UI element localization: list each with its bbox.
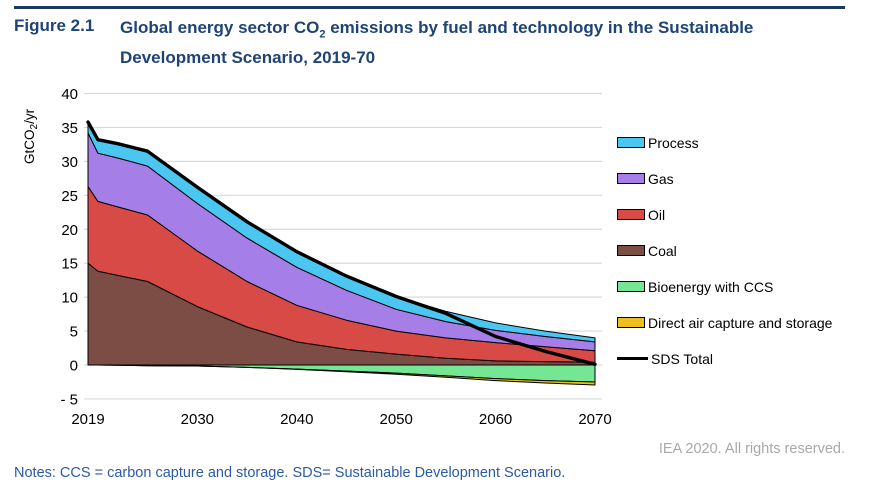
figure-title-line1-post: emissions by fuel and technology in the … — [325, 18, 754, 37]
y-tick-label: 35 — [61, 120, 78, 137]
figure-title-co2-subscript: 2 — [319, 28, 326, 41]
figure-title-line1-pre: Global energy sector CO — [120, 18, 320, 37]
legend-item-gas: Gas — [617, 170, 832, 187]
legend-item-coal: Coal — [617, 242, 832, 259]
x-tick-label: 2060 — [479, 411, 512, 428]
y-axis-title: GtCO2/yr — [22, 108, 40, 164]
legend-label: Direct air capture and storage — [648, 314, 833, 331]
legend-item-sds-total: SDS Total — [617, 350, 832, 367]
legend-label: Coal — [648, 242, 677, 259]
process-swatch-icon — [617, 137, 645, 148]
legend-label: Oil — [648, 206, 666, 223]
chart-legend: Process Gas Oil Coal Bioenergy with CCS … — [617, 134, 832, 367]
x-tick-label: 2030 — [181, 411, 214, 428]
y-tick-label: 30 — [61, 154, 78, 171]
y-tick-label: 5 — [70, 324, 78, 341]
legend-label: Process — [648, 134, 699, 151]
legend-item-process: Process — [617, 134, 832, 151]
legend-item-dac: Direct air capture and storage — [617, 314, 832, 331]
sds-total-line-icon — [617, 356, 648, 361]
legend-label: SDS Total — [651, 350, 713, 367]
y-tick-label: 20 — [61, 222, 78, 239]
legend-item-oil: Oil — [617, 206, 832, 223]
y-tick-label: - 5 — [60, 391, 78, 408]
legend-label: Bioenergy with CCS — [648, 278, 774, 295]
y-tick-label: 0 — [70, 358, 78, 375]
coal-swatch-icon — [617, 245, 645, 256]
legend-label: Gas — [648, 170, 674, 187]
x-tick-label: 2019 — [71, 411, 104, 428]
copyright-credit: IEA 2020. All rights reserved. — [658, 441, 845, 457]
x-tick-label: 2050 — [379, 411, 412, 428]
sds-total-line — [86, 120, 597, 366]
figure-notes: Notes: CCS = carbon capture and storage.… — [14, 465, 566, 481]
figure-title-line2: Development Scenario, 2019-70 — [120, 48, 376, 68]
gas-swatch-icon — [617, 173, 645, 184]
x-tick-label: 2040 — [280, 411, 313, 428]
y-tick-label: 10 — [61, 290, 78, 307]
figure-title: Global energy sector CO2 emissions by fu… — [120, 16, 840, 69]
y-tick-label: 15 — [61, 256, 78, 273]
y-tick-label: 25 — [61, 188, 78, 205]
figure-header: Figure 2.1 Global energy sector CO2 emis… — [14, 16, 840, 69]
area-direct-air-capture-and-storage — [87, 364, 596, 386]
oil-swatch-icon — [617, 209, 645, 220]
legend-item-bioenergy-ccs: Bioenergy with CCS — [617, 278, 832, 295]
title-rule — [14, 6, 845, 9]
x-tick-label: 2070 — [578, 411, 611, 428]
dac-swatch-icon — [617, 317, 645, 328]
y-tick-label: 40 — [61, 86, 78, 103]
figure-number: Figure 2.1 — [14, 16, 95, 35]
bioenergy-ccs-swatch-icon — [617, 281, 645, 292]
